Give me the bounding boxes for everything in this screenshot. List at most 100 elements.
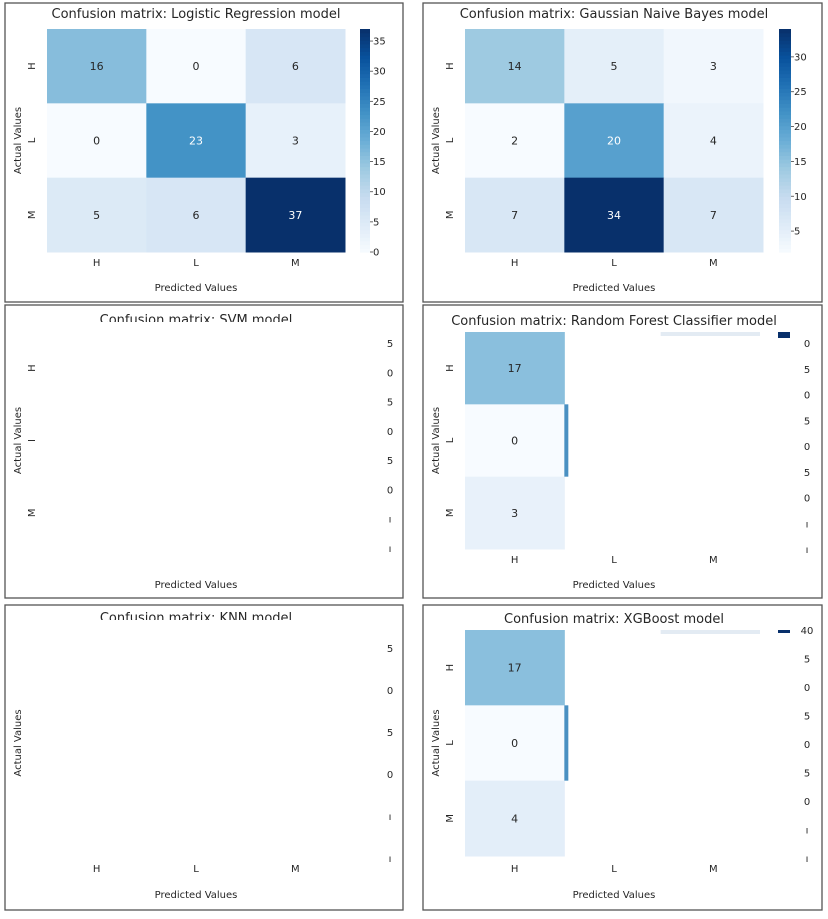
- colorbar-segment: [360, 47, 370, 52]
- x-tick-label: L: [193, 864, 199, 875]
- colorbar-segment: [360, 162, 370, 168]
- colorbar-segment: [360, 222, 370, 227]
- colorbar-tick-label: 5: [794, 227, 800, 238]
- colorbar-segment: [779, 136, 791, 142]
- colorbar-segment: [779, 177, 791, 182]
- colorbar-segment: [360, 233, 370, 238]
- colorbar-segment: [779, 107, 791, 112]
- colorbar-tick-fragment: 5: [804, 655, 810, 666]
- colorbar-segment: [360, 211, 370, 216]
- colorbar-segment: [360, 192, 370, 197]
- cell-value-label: 5: [611, 60, 618, 73]
- colorbar-segment: [360, 118, 370, 123]
- colorbar-segment: [779, 214, 791, 220]
- partial-colorbar: [778, 630, 790, 633]
- heatmap-cell: [465, 476, 565, 550]
- colorbar-segment: [779, 192, 791, 197]
- colorbar-segment: [779, 207, 791, 212]
- colorbar-segment: [779, 62, 791, 67]
- colorbar-segment: [779, 32, 791, 38]
- colorbar-tick-fragment: 5: [804, 468, 810, 479]
- colorbar-segment: [360, 84, 370, 90]
- partial-cell-edge: [564, 404, 569, 477]
- colorbar-segment: [779, 188, 791, 194]
- colorbar-tick-fragment: ı: [389, 854, 392, 865]
- colorbar-segment: [360, 173, 370, 179]
- x-tick-label: H: [511, 864, 519, 875]
- colorbar-tick-label: 0: [373, 248, 379, 259]
- colorbar-segment: [779, 99, 791, 104]
- colorbar-tick-fragment: 0: [387, 485, 393, 496]
- y-axis-label: Actual Values: [431, 709, 442, 776]
- colorbar-segment: [360, 170, 370, 175]
- colorbar-segment: [779, 229, 791, 235]
- colorbar-segment: [360, 58, 370, 64]
- panel-frame: [4, 304, 404, 599]
- heatmap-cell: [465, 29, 565, 104]
- colorbar-segment: [360, 218, 370, 223]
- colorbar-segment: [360, 244, 370, 249]
- cell-value-label: 23: [189, 135, 203, 148]
- y-tick-label: L: [445, 740, 456, 746]
- colorbar-segment: [779, 151, 791, 156]
- colorbar-segment: [360, 177, 370, 182]
- colorbar-tick-label: 20: [373, 127, 386, 138]
- cell-value-label: 14: [508, 60, 522, 73]
- colorbar-segment: [360, 62, 370, 67]
- heatmap-cell: [146, 103, 247, 179]
- partial-cell-edge: [564, 705, 569, 781]
- colorbar-segment: [360, 121, 370, 127]
- cell-value-label: 4: [511, 812, 518, 825]
- colorbar-segment: [360, 237, 370, 242]
- cell-value-label: 6: [193, 209, 200, 222]
- colorbar-segment: [779, 240, 791, 246]
- colorbar-segment: [360, 199, 370, 205]
- y-axis-label: Actual Values: [431, 107, 442, 174]
- colorbar-segment: [360, 107, 370, 112]
- colorbar-segment: [360, 95, 370, 101]
- cell-value-label: 17: [508, 662, 522, 675]
- colorbar-segment: [779, 170, 791, 175]
- colorbar-segment: [779, 237, 791, 242]
- colorbar-tick-label: 10: [373, 187, 386, 198]
- y-tick-label: M: [27, 509, 38, 518]
- x-tick-label: H: [93, 864, 101, 875]
- colorbar-tick-fragment: 0: [804, 797, 810, 808]
- x-tick-label: M: [709, 555, 718, 566]
- heatmap-cell: [465, 404, 565, 478]
- colorbar-segment: [779, 40, 791, 45]
- heatmap-cell: [146, 29, 247, 104]
- colorbar-segment: [360, 214, 370, 220]
- colorbar-segment: [779, 185, 791, 190]
- x-tick-label: L: [611, 555, 617, 566]
- colorbar-segment: [779, 77, 791, 82]
- heatmap-cell: [245, 177, 346, 253]
- partial-cell-strip: [660, 332, 760, 336]
- colorbar-segment: [779, 55, 791, 60]
- y-axis-label: Actual Values: [431, 407, 442, 474]
- colorbar-segment: [779, 114, 791, 119]
- y-tick-label: H: [27, 364, 38, 372]
- heatmap-cell: [47, 177, 147, 253]
- colorbar-tick-fragment: 5: [804, 416, 810, 427]
- colorbar-segment: [779, 58, 791, 64]
- panel-5: Confusion matrix: XGBoost model 17 0 4 H L M H L…: [422, 604, 823, 911]
- y-axis-label: Actual Values: [13, 709, 24, 776]
- colorbar-tick-fragment: 0: [387, 770, 393, 781]
- colorbar-segment: [360, 207, 370, 212]
- colorbar-segment: [360, 181, 370, 186]
- y-tick-label: I: [27, 439, 38, 442]
- colorbar-tick-fragment: 0: [387, 686, 393, 697]
- colorbar-segment: [360, 225, 370, 231]
- colorbar-segment: [779, 173, 791, 179]
- colorbar-segment: [779, 29, 791, 34]
- colorbar-segment: [360, 103, 370, 108]
- cell-value-label: 0: [511, 435, 518, 448]
- x-tick-label: L: [193, 258, 199, 269]
- colorbar-segment: [360, 155, 370, 160]
- colorbar-segment: [779, 233, 791, 238]
- colorbar-segment: [360, 125, 370, 130]
- x-tick-label: M: [291, 864, 300, 875]
